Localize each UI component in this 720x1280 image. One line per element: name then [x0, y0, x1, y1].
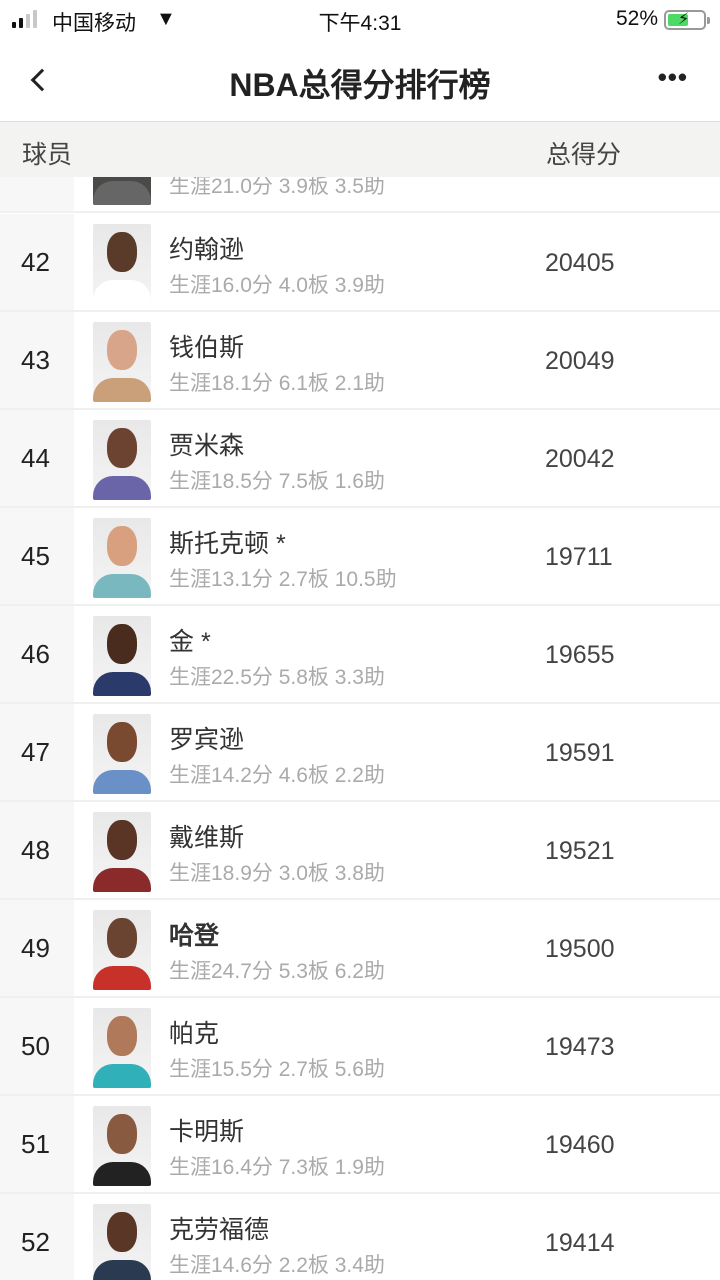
- rank: 51: [0, 1096, 74, 1192]
- header-points[interactable]: 总得分: [546, 141, 622, 169]
- player-name[interactable]: 帕克: [169, 1020, 220, 1048]
- page-title: NBA总得分排行榜: [229, 67, 491, 103]
- avatar: [93, 910, 151, 990]
- total-points: 19521: [545, 837, 615, 865]
- rank: 49: [0, 900, 74, 996]
- avatar: [93, 322, 151, 402]
- player-stats: 生涯15.5分 2.7板 5.6助: [169, 1058, 385, 1081]
- table-header: 球员 总得分: [0, 122, 720, 177]
- avatar: [93, 177, 151, 205]
- rank: 44: [0, 410, 74, 506]
- player-name[interactable]: 戴维斯: [169, 824, 245, 852]
- wifi-icon: ▼: [156, 8, 176, 30]
- rank: 46: [0, 606, 74, 702]
- rank: 52: [0, 1194, 74, 1280]
- table-row[interactable]: 44 贾米森 生涯18.5分 7.5板 1.6助 20042: [0, 410, 720, 508]
- total-points: 20405: [545, 249, 615, 277]
- rank: 48: [0, 802, 74, 898]
- player-stats: 生涯13.1分 2.7板 10.5助: [169, 568, 397, 591]
- player-name[interactable]: 斯托克顿 *: [169, 530, 286, 558]
- rank-cell: [0, 177, 74, 211]
- table-row[interactable]: 50 帕克 生涯15.5分 2.7板 5.6助 19473: [0, 998, 720, 1096]
- total-points: 19711: [545, 543, 613, 571]
- avatar: [93, 1106, 151, 1186]
- avatar: [93, 812, 151, 892]
- player-stats: 生涯24.7分 5.3板 6.2助: [169, 960, 385, 983]
- player-name[interactable]: 约翰逊: [169, 236, 245, 264]
- player-name[interactable]: 哈登: [169, 922, 220, 950]
- table-row[interactable]: 49 哈登 生涯24.7分 5.3板 6.2助 19500: [0, 900, 720, 998]
- rank: 45: [0, 508, 74, 604]
- rank: 43: [0, 312, 74, 408]
- avatar: [93, 224, 151, 304]
- total-points: 19500: [545, 935, 615, 963]
- rank: 42: [0, 214, 74, 310]
- avatar: [93, 518, 151, 598]
- total-points: 19473: [545, 1033, 615, 1061]
- player-stats: 生涯18.9分 3.0板 3.8助: [169, 862, 385, 885]
- avatar: [93, 1204, 151, 1280]
- status-bar: 中国移动 ▼ 下午4:31 52% ⚡: [0, 0, 720, 40]
- table-row[interactable]: 51 卡明斯 生涯16.4分 7.3板 1.9助 19460: [0, 1096, 720, 1194]
- table-row[interactable]: 46 金 * 生涯22.5分 5.8板 3.3助 19655: [0, 606, 720, 704]
- total-points: 19460: [545, 1131, 615, 1159]
- table-row[interactable]: 43 钱伯斯 生涯18.1分 6.1板 2.1助 20049: [0, 312, 720, 410]
- player-stats: 生涯22.5分 5.8板 3.3助: [169, 666, 385, 689]
- player-name[interactable]: 卡明斯: [169, 1118, 245, 1146]
- player-stats: 生涯21.0分 3.9板 3.5助: [169, 177, 385, 198]
- player-name[interactable]: 贾米森: [169, 432, 245, 460]
- ranking-list[interactable]: 生涯21.0分 3.9板 3.5助 42 约翰逊 生涯16.0分 4.0板 3.…: [0, 177, 720, 1280]
- rank: 50: [0, 998, 74, 1094]
- total-points: 19414: [545, 1229, 615, 1257]
- signal-icon: [12, 10, 37, 28]
- table-row[interactable]: 42 约翰逊 生涯16.0分 4.0板 3.9助 20405: [0, 214, 720, 312]
- avatar: [93, 1008, 151, 1088]
- player-name[interactable]: 钱伯斯: [169, 334, 245, 362]
- player-name[interactable]: 克劳福德: [169, 1216, 270, 1244]
- rank: 47: [0, 704, 74, 800]
- table-row[interactable]: 52 克劳福德 生涯14.6分 2.2板 3.4助 19414: [0, 1194, 720, 1280]
- total-points: 20049: [545, 347, 615, 375]
- more-button[interactable]: •••: [657, 62, 688, 92]
- battery-icon: ⚡: [664, 10, 710, 30]
- header-player: 球员: [22, 141, 73, 169]
- total-points: 20042: [545, 445, 615, 473]
- table-row[interactable]: 47 罗宾逊 生涯14.2分 4.6板 2.2助 19591: [0, 704, 720, 802]
- player-stats: 生涯16.0分 4.0板 3.9助: [169, 274, 385, 297]
- total-points: 19655: [545, 641, 615, 669]
- clock: 下午4:31: [318, 12, 402, 35]
- player-stats: 生涯16.4分 7.3板 1.9助: [169, 1156, 385, 1179]
- avatar: [93, 616, 151, 696]
- table-row[interactable]: 48 戴维斯 生涯18.9分 3.0板 3.8助 19521: [0, 802, 720, 900]
- carrier: 中国移动: [52, 12, 136, 35]
- table-row[interactable]: 生涯21.0分 3.9板 3.5助: [0, 177, 720, 213]
- avatar: [93, 714, 151, 794]
- total-points: 19591: [545, 739, 615, 767]
- player-name[interactable]: 金 *: [169, 628, 211, 656]
- player-stats: 生涯18.1分 6.1板 2.1助: [169, 372, 385, 395]
- table-row[interactable]: 45 斯托克顿 * 生涯13.1分 2.7板 10.5助 19711: [0, 508, 720, 606]
- player-stats: 生涯14.2分 4.6板 2.2助: [169, 764, 385, 787]
- player-stats: 生涯14.6分 2.2板 3.4助: [169, 1254, 385, 1277]
- player-stats: 生涯18.5分 7.5板 1.6助: [169, 470, 385, 493]
- player-name[interactable]: 罗宾逊: [169, 726, 245, 754]
- nav-bar: NBA总得分排行榜 •••: [0, 40, 720, 122]
- battery-percent: 52%: [615, 7, 658, 30]
- avatar: [93, 420, 151, 500]
